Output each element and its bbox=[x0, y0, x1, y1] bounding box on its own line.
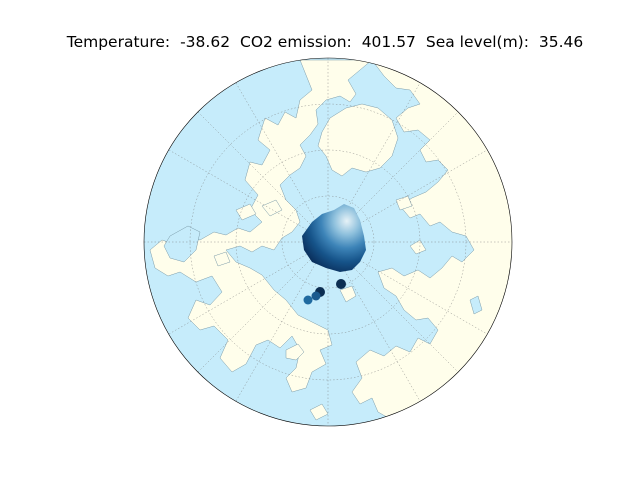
graticule bbox=[144, 58, 512, 426]
sea-level-value: 35.46 bbox=[538, 33, 584, 51]
sea-ice-extent bbox=[302, 204, 366, 272]
ice-floe bbox=[336, 279, 346, 289]
figure-title: Temperature: -38.62 CO2 emission: 401.57… bbox=[0, 33, 640, 51]
land-iceland bbox=[285, 343, 305, 361]
sea-level-label: Sea level(m): bbox=[425, 33, 529, 51]
land-island-3 bbox=[213, 251, 231, 267]
land-svalbard bbox=[339, 285, 357, 303]
land-island-4 bbox=[395, 195, 413, 211]
ice-floe bbox=[311, 291, 321, 301]
water-hudson-bay bbox=[163, 225, 201, 263]
land-island-2 bbox=[235, 203, 257, 221]
land-greenland bbox=[317, 103, 399, 177]
co2-value: 401.57 bbox=[361, 33, 416, 51]
ice-floe bbox=[303, 295, 313, 305]
temperature-value: -38.62 bbox=[180, 33, 231, 51]
temperature-label: Temperature: bbox=[66, 33, 171, 51]
land-island-6 bbox=[309, 403, 329, 421]
co2-label: CO2 emission: bbox=[240, 33, 352, 51]
land-island-1 bbox=[261, 199, 283, 217]
land-island-5 bbox=[409, 239, 427, 255]
sea-ice bbox=[302, 204, 366, 305]
water-inland-sea bbox=[469, 295, 483, 315]
globe-outline bbox=[143, 57, 513, 427]
